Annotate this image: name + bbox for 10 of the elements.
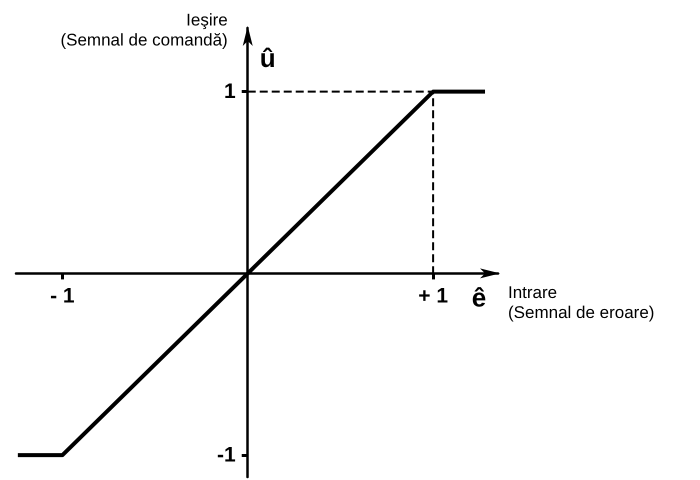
annotation: Ieşire [186,10,228,30]
y-tick-label: -1 [217,444,236,467]
text: Intrare [508,282,558,302]
x-tick-label: - 1 [50,284,75,308]
text: (Semnal de eroare) [508,302,654,322]
y-axis-title: û [260,43,276,73]
y-tick-label: 1 [224,80,236,104]
annotation: (Semnal de comandă) [60,30,228,50]
x-axis-title: ê [472,282,486,312]
x-tick-label: + 1 [418,284,448,308]
